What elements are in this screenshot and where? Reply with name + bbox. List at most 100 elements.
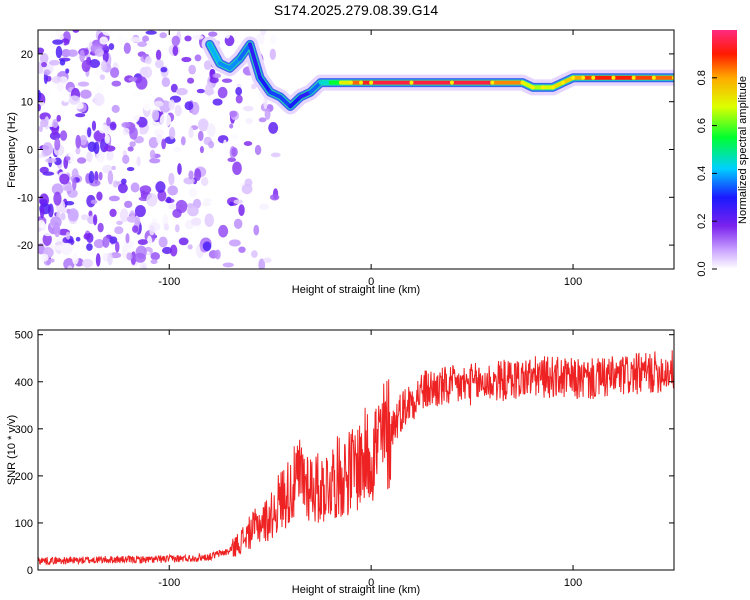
noise-blob — [123, 42, 131, 54]
noise-blob — [174, 104, 182, 117]
noise-blob — [40, 118, 49, 128]
noise-blob — [191, 34, 204, 40]
noise-blob — [222, 139, 228, 153]
spectrogram-x-axis-label: Height of straight line (km) — [292, 284, 420, 296]
noise-blob — [114, 167, 124, 182]
noise-blob — [55, 45, 63, 59]
noise-blob — [208, 31, 218, 37]
noise-blob — [88, 170, 95, 184]
noise-blob — [172, 45, 179, 56]
noise-blob — [67, 265, 73, 269]
noise-blob — [263, 257, 272, 263]
noise-blob — [54, 137, 61, 151]
noise-blob — [224, 30, 231, 39]
noise-blob — [214, 249, 221, 260]
noise-blob — [128, 109, 140, 123]
noise-blob — [80, 214, 89, 221]
noise-blob — [217, 86, 228, 99]
noise-blob — [150, 259, 158, 265]
colorbar-tick-label: 0.4 — [696, 166, 708, 181]
noise-blob — [134, 252, 146, 263]
chart-title: S174.2025.279.08.39.G14 — [274, 2, 438, 18]
colorbar-ticks: 0.0 0.2 0.4 0.6 0.8 — [696, 70, 717, 277]
noise-blob — [174, 224, 180, 233]
noise-blob — [260, 30, 267, 36]
noise-blob — [106, 117, 111, 127]
y-tick-label: 200 — [15, 471, 33, 483]
colorbar-tick-label: 0.8 — [696, 70, 708, 85]
noise-blob — [229, 123, 234, 129]
noise-blob — [233, 199, 244, 204]
noise-blob — [168, 172, 175, 186]
noise-blob — [134, 216, 141, 227]
noise-blob — [155, 49, 162, 61]
noise-blob — [43, 69, 51, 76]
noise-blob — [83, 233, 91, 240]
noise-blob — [194, 168, 202, 181]
ridge-highlight — [550, 85, 555, 90]
noise-blob — [108, 195, 120, 202]
noise-blob — [114, 241, 120, 253]
y-tick-label: 300 — [15, 424, 33, 436]
noise-blob — [201, 51, 206, 61]
noise-blob — [130, 182, 140, 193]
noise-blob — [131, 225, 139, 233]
noise-blob — [151, 109, 160, 121]
noise-blob — [51, 183, 64, 195]
noise-blob — [93, 214, 98, 226]
ridge-highlight — [409, 80, 414, 85]
noise-blob — [81, 59, 91, 72]
noise-blob — [149, 158, 161, 164]
noise-blob — [235, 94, 243, 104]
noise-blob — [127, 146, 134, 152]
noise-blob — [217, 135, 229, 144]
noise-blob — [254, 144, 262, 156]
noise-blob — [75, 113, 86, 118]
noise-blob — [68, 95, 81, 105]
noise-blob — [137, 239, 148, 246]
noise-blob — [158, 236, 168, 248]
ridge-highlight — [530, 85, 535, 90]
noise-blob — [264, 108, 271, 120]
noise-blob — [39, 198, 48, 205]
noise-blob — [150, 252, 160, 261]
noise-blob — [104, 145, 116, 152]
noise-blob — [269, 48, 276, 61]
noise-blob — [222, 262, 234, 268]
noise-blob — [161, 77, 171, 88]
noise-blob — [38, 125, 43, 133]
ridge-highlight — [631, 75, 636, 80]
noise-blob — [65, 156, 71, 161]
noise-blob — [38, 104, 41, 112]
noise-blob — [45, 157, 57, 163]
noise-blob — [168, 99, 175, 111]
noise-blob — [212, 73, 222, 79]
noise-blob — [238, 204, 245, 216]
noise-blob — [114, 226, 124, 235]
noise-blob — [47, 203, 54, 218]
noise-blob — [203, 198, 212, 203]
noise-blob — [207, 123, 216, 137]
spectrogram-y-ticks: -20 -10 0 10 20 — [17, 49, 674, 252]
snr-frame — [37, 329, 675, 571]
noise-blob — [270, 152, 281, 158]
noise-blob — [136, 116, 148, 128]
noise-blob — [268, 122, 279, 134]
noise-blob — [161, 246, 173, 255]
noise-blob — [94, 48, 105, 57]
y-tick-label: 20 — [21, 49, 33, 61]
noise-blob — [218, 224, 229, 238]
spectrogram-plot-area — [38, 30, 674, 269]
noise-blob — [191, 217, 202, 226]
noise-blob — [254, 131, 261, 139]
noise-blob — [65, 231, 71, 240]
noise-blob — [53, 224, 61, 238]
x-tick-label: 100 — [564, 276, 582, 288]
ridge-highlight — [449, 80, 454, 85]
colorbar — [712, 30, 737, 269]
noise-blob — [59, 173, 70, 185]
noise-blob — [93, 69, 104, 76]
noise-blob — [199, 146, 204, 154]
noise-blob — [155, 181, 166, 193]
